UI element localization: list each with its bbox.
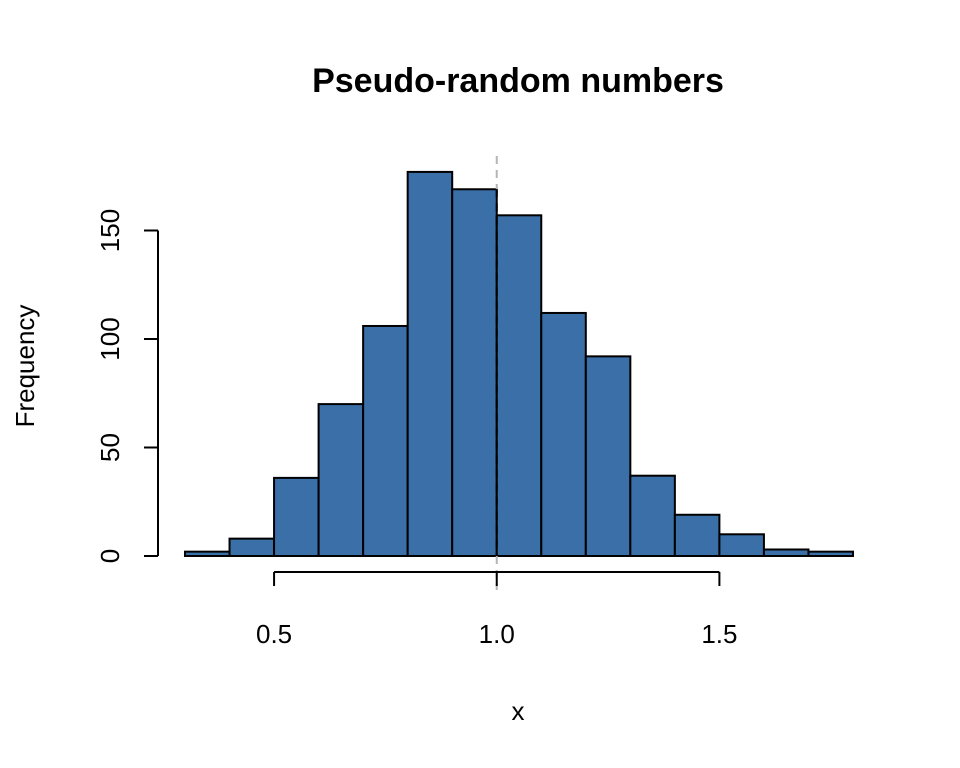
bar-3: [317, 403, 365, 557]
y-axis-label: Frequency: [10, 305, 40, 428]
y-tick-label-0: 0: [95, 549, 125, 563]
x-tick-label-1: 1.0: [479, 619, 515, 649]
x-axis-label: x: [512, 696, 525, 726]
bar-8: [540, 311, 587, 557]
y-tick-label-1: 50: [95, 433, 125, 462]
x-tick-label-2: 1.5: [701, 619, 737, 649]
y-axis: 0 50 100 150: [95, 209, 159, 563]
bar-12: [718, 533, 765, 557]
y-tick-label-3: 150: [95, 209, 125, 252]
bar-0: [184, 550, 231, 557]
bar-4: [362, 324, 409, 558]
bar-2: [273, 476, 320, 558]
bar-5: [406, 170, 454, 557]
bar-7: [495, 214, 543, 557]
x-tick-label-0: 0.5: [256, 619, 292, 649]
bar-10: [629, 474, 676, 557]
bar-11: [673, 513, 721, 558]
bars-group: [184, 170, 855, 558]
bar-9: [584, 355, 632, 557]
bar-13: [762, 548, 810, 557]
y-tick-label-2: 100: [95, 317, 125, 360]
bar-14: [807, 550, 855, 557]
x-axis: 0.5 1.0 1.5: [256, 571, 737, 649]
bar-1: [228, 537, 276, 558]
bar-6: [451, 188, 498, 558]
chart-title: Pseudo-random numbers: [312, 62, 724, 100]
